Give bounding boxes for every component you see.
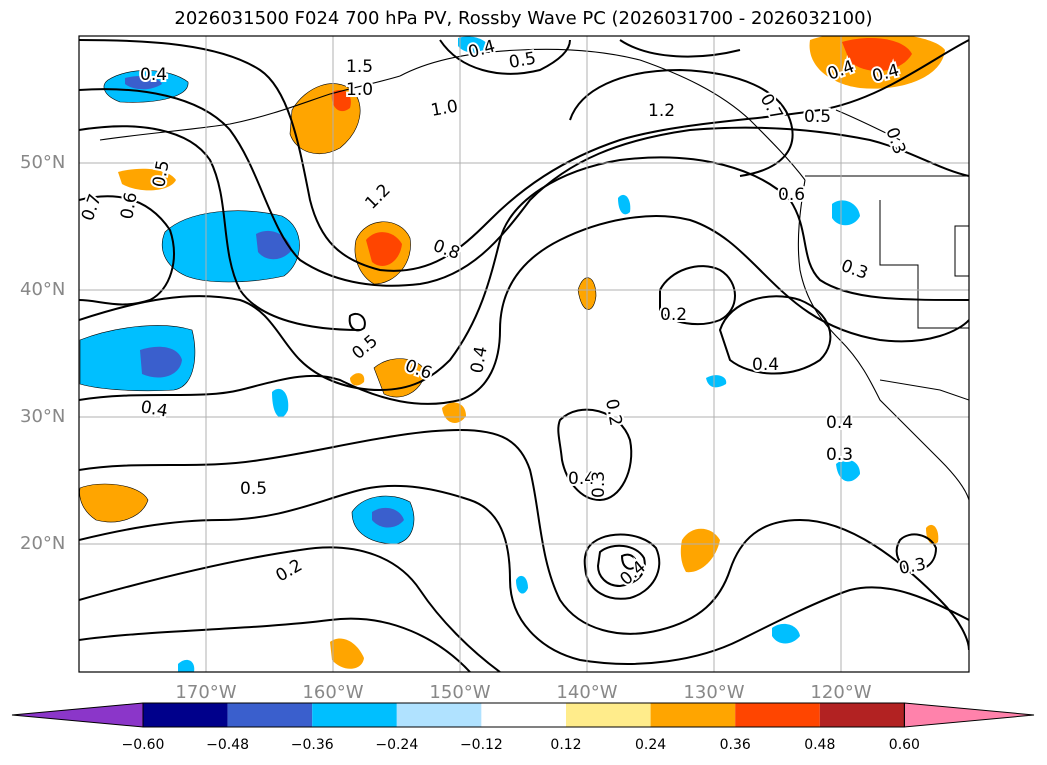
contour-label: 0.7: [756, 91, 787, 124]
colorbar-extend-min: [11, 702, 144, 728]
contour-label: 0.4: [139, 397, 169, 421]
graticule: [79, 36, 969, 672]
colorbar-tick-label: 0.36: [719, 737, 751, 753]
colorbar-tick-label: 0.48: [804, 737, 836, 753]
colorbar-tick-label: 0.60: [888, 737, 920, 753]
colorbar-tick-label: −0.12: [459, 737, 503, 753]
lat-label: 40°N: [20, 279, 66, 300]
pv-anomaly-shading: [79, 36, 945, 672]
colorbar-segment: [566, 703, 651, 727]
colorbar-tick-label: −0.60: [121, 737, 165, 753]
contour-label: 0.3: [826, 445, 853, 465]
colorbar-segment: [735, 703, 820, 727]
contour-label: 1.5: [346, 57, 373, 77]
colorbar-segment: [819, 703, 905, 727]
colorbar-tick-label: 0.24: [635, 737, 667, 753]
contour-label: 0.3: [838, 256, 870, 284]
colorbar-segment: [650, 703, 736, 727]
contour-label: 0.5: [240, 479, 267, 499]
colorbar-segment: [396, 703, 482, 727]
coastline: [99, 48, 969, 501]
colorbar-tick-label: −0.36: [290, 737, 334, 753]
lon-label: 160°W: [302, 682, 364, 703]
colorbar-segment: [227, 703, 313, 727]
colorbar-segment: [143, 703, 228, 727]
contour-label: 0.8: [430, 236, 462, 264]
contour-label: 0.6: [117, 191, 141, 221]
map-frame: [78, 35, 970, 673]
contour-label: 0.5: [348, 331, 382, 364]
colorbar-tick-label: −0.48: [206, 737, 250, 753]
contour-label: 0.2: [601, 397, 625, 427]
colorbar-tick-label: 0.12: [550, 737, 582, 753]
contour-label: 0.4: [752, 355, 779, 375]
colorbar-border: [142, 702, 905, 728]
contour-label: 0.2: [273, 555, 306, 586]
lon-label: 150°W: [429, 682, 491, 703]
contour-label: 0.4: [568, 469, 595, 489]
contour-label: 0.3: [897, 555, 927, 579]
lon-label: 140°W: [556, 682, 618, 703]
colorbar-segment: [481, 703, 566, 727]
contour-label: 1.2: [648, 101, 675, 121]
lat-label: 50°N: [20, 152, 66, 173]
contour-label: 1.2: [361, 180, 394, 213]
contour-label: 0.5: [804, 107, 831, 127]
contour-label: 1.0: [429, 97, 459, 121]
contour-labels: 0.4 1.51.00.4 0.51.0 1.21.20.70.50.4 0.40.30…: [79, 36, 930, 592]
lon-label: 120°W: [810, 682, 872, 703]
lon-label: 130°W: [683, 682, 745, 703]
contour-label: 0.4: [467, 345, 491, 375]
contour-label: 0.4: [826, 413, 853, 433]
lon-label: 170°W: [175, 682, 237, 703]
pv-contours: [79, 39, 969, 672]
map-title: 2026031500 F024 700 hPa PV, Rossby Wave …: [174, 8, 873, 29]
colorbar-tick-label: −0.24: [375, 737, 419, 753]
lat-label: 30°N: [20, 406, 66, 427]
contour-label: 0.6: [778, 185, 805, 205]
contour-label: 0.4: [140, 65, 167, 85]
colorbar-extend-max: [903, 702, 1035, 728]
political-borders: [805, 175, 969, 401]
contour-label: 1.0: [346, 80, 373, 100]
contour-label: 0.5: [507, 49, 537, 73]
lat-label: 20°N: [20, 533, 66, 554]
contour-label: 0.3: [589, 471, 609, 498]
colorbar: [11, 702, 1035, 728]
colorbar-segment: [312, 703, 397, 727]
contour-label: 0.2: [660, 305, 687, 325]
